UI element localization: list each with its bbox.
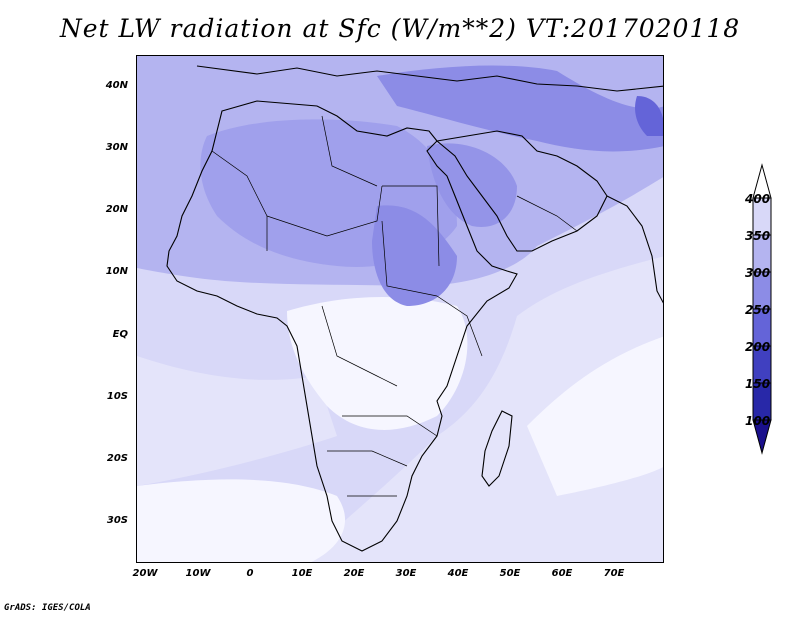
lat-label-30n: 30N <box>105 142 128 153</box>
africa-outline <box>166 100 518 552</box>
arabia-outline <box>435 130 608 252</box>
colorbar-label-350: 350 <box>745 229 771 243</box>
coastlines <box>166 65 663 552</box>
europe-coast <box>196 65 663 92</box>
colorbar <box>752 163 772 455</box>
lat-label-eq: EQ <box>112 329 128 340</box>
colorbar-label-300: 300 <box>745 266 771 280</box>
madagascar-outline <box>481 410 513 487</box>
shading-gt-400-indian-ocean <box>527 336 663 496</box>
lon-label-20e: 20E <box>343 568 365 579</box>
shading-200-250-iran <box>635 96 663 136</box>
lat-label-40n: 40N <box>105 80 128 91</box>
lon-label-30e: 30E <box>395 568 417 579</box>
lat-label-10n: 10N <box>105 266 128 277</box>
lon-label-70e: 70E <box>603 568 625 579</box>
shading-250-300-egypt <box>427 143 517 227</box>
lon-label-50e: 50E <box>499 568 521 579</box>
country-borders <box>211 115 578 497</box>
lon-label-20w: 20W <box>132 568 158 579</box>
lon-label-40e: 40E <box>447 568 469 579</box>
colorbar-label-200: 200 <box>745 340 771 354</box>
colorbar-label-400: 400 <box>745 192 771 206</box>
colorbar-label-100: 100 <box>745 414 771 428</box>
colorbar-label-250: 250 <box>745 303 771 317</box>
shading-ocean-west <box>137 356 337 486</box>
lon-label-0: 0 <box>246 568 254 579</box>
shading-250-300-sudan <box>372 205 457 306</box>
map-title: Net LW radiation at Sfc (W/m**2) VT:2017… <box>59 14 741 43</box>
lon-label-60e: 60E <box>551 568 573 579</box>
grads-credit: GrADS: IGES/COLA <box>4 603 91 613</box>
lat-label-30s: 30S <box>106 515 128 526</box>
colorbar-label-150: 150 <box>745 377 771 391</box>
india-outline <box>606 195 663 304</box>
shading-gt-400-central-africa <box>287 296 468 430</box>
lat-label-20s: 20S <box>106 453 128 464</box>
colorbar-bottom-arrow <box>752 419 772 455</box>
lat-label-10s: 10S <box>106 391 128 402</box>
shading-250-300-mediterranean <box>377 65 663 152</box>
shading-gt-400-southwest <box>137 479 346 562</box>
lon-label-10e: 10E <box>291 568 313 579</box>
lon-label-10w: 10W <box>185 568 211 579</box>
shaded-field-map <box>137 56 663 562</box>
lat-label-20n: 20N <box>105 204 128 215</box>
map-panel <box>136 55 664 563</box>
